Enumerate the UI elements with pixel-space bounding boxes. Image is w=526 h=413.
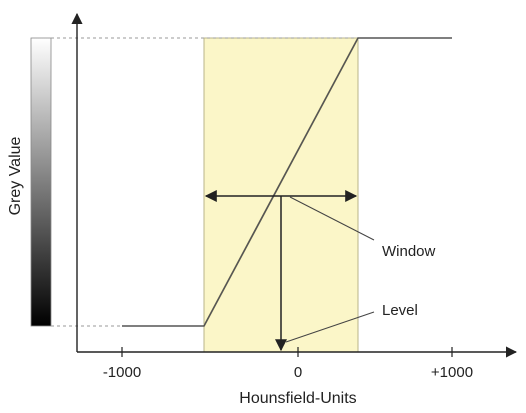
transfer-curve (122, 37, 452, 327)
y-axis-title: Grey Value (7, 136, 24, 215)
window-leader-line (289, 196, 375, 241)
window-label: Window (382, 243, 436, 260)
x-tick-label-minus-1000: -1000 (103, 364, 141, 381)
level-leader-line (285, 311, 375, 343)
level-label: Level (382, 302, 418, 319)
grey-value-gradient-bar (30, 37, 52, 327)
x-axis-title: Hounsfield-Units (239, 390, 356, 407)
x-tick-label-plus-1000: +1000 (431, 364, 473, 381)
x-tick-label-0: 0 (294, 364, 302, 381)
